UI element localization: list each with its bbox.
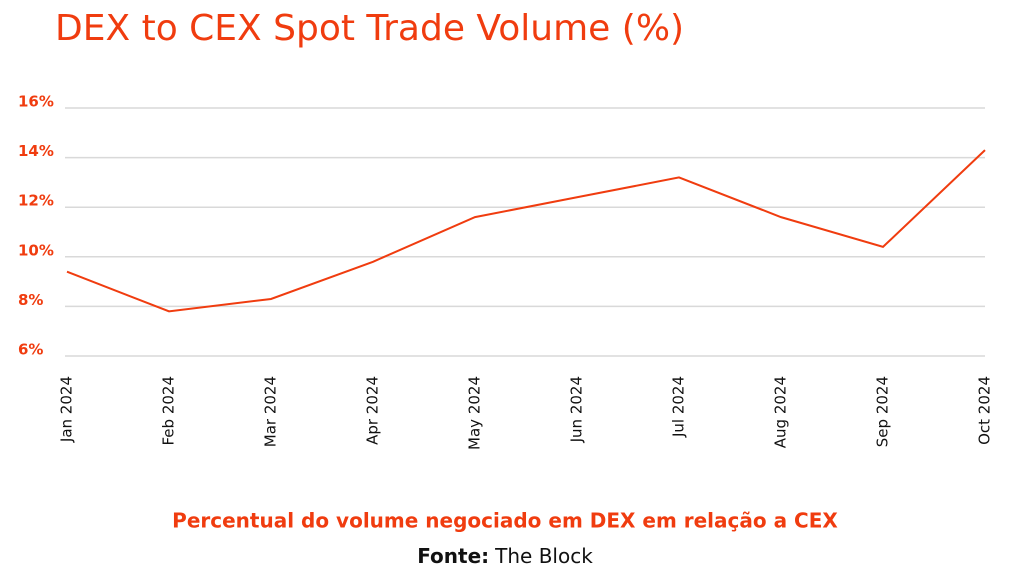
x-tick-label: Aug 2024: [772, 376, 790, 448]
x-tick-label: Jul 2024: [670, 376, 688, 438]
x-tick-label: Apr 2024: [364, 376, 382, 445]
x-tick-label: Mar 2024: [262, 376, 280, 447]
x-tick-label: Sep 2024: [874, 376, 892, 447]
chart-title: DEX to CEX Spot Trade Volume (%): [55, 8, 684, 49]
x-tick-label: May 2024: [466, 376, 484, 450]
chart-subtitle: Percentual do volume negociado em DEX em…: [172, 509, 838, 533]
y-tick-label: 14%: [18, 142, 54, 160]
y-tick-label: 8%: [18, 291, 43, 309]
y-tick-label: 12%: [18, 192, 54, 210]
y-tick-label: 10%: [18, 241, 54, 259]
source: The Block: [494, 544, 593, 568]
source-label: Fonte:: [417, 544, 489, 568]
x-tick-label: Feb 2024: [160, 376, 178, 446]
source-line: Fonte: The Block: [417, 544, 593, 568]
x-tick-label: Jan 2024: [58, 376, 76, 443]
y-tick-label: 6%: [18, 341, 43, 359]
x-tick-label: Oct 2024: [976, 376, 994, 445]
x-tick-label: Jun 2024: [568, 376, 586, 443]
data-line: [66, 149, 986, 313]
y-tick-label: 16%: [18, 93, 54, 111]
